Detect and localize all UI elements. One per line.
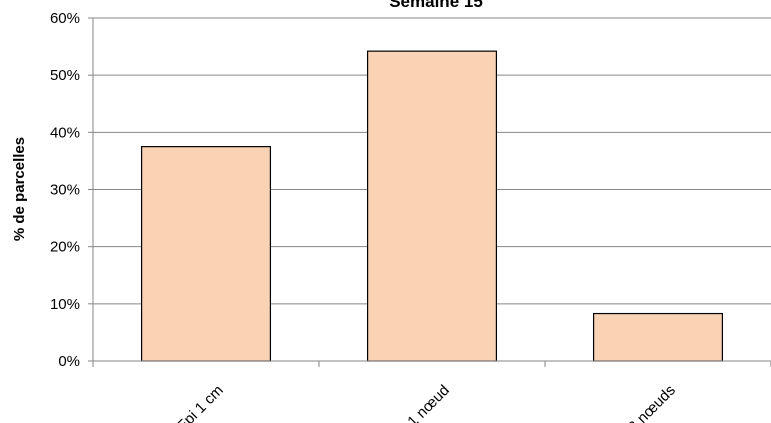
x-tick-labels: Epi 1 cm 1 nœud 2 nœuds (174, 382, 679, 423)
y-tick-label: 30% (50, 182, 80, 199)
bar (592, 312, 724, 362)
y-tick-label: 40% (50, 124, 80, 141)
bar (366, 50, 498, 362)
chart-title: Semaine 15 (389, 0, 483, 11)
y-tick-label: 10% (50, 296, 80, 313)
y-tick-label: 0% (58, 353, 80, 370)
y-tick-label: 20% (50, 239, 80, 256)
axes (88, 17, 771, 367)
y-tick-label: 60% (50, 10, 80, 27)
bars (140, 50, 724, 362)
x-tick-label: 2 nœuds (625, 382, 679, 423)
y-axis-title: % de parcelles (11, 137, 28, 241)
y-tick-label: 50% (50, 67, 80, 84)
y-tick-labels: 0% 10% 20% 30% 40% 50% 60% (50, 10, 80, 370)
x-tick-label: Epi 1 cm (174, 382, 227, 423)
bar (140, 146, 272, 362)
x-tick-label: 1 nœud (404, 382, 453, 423)
